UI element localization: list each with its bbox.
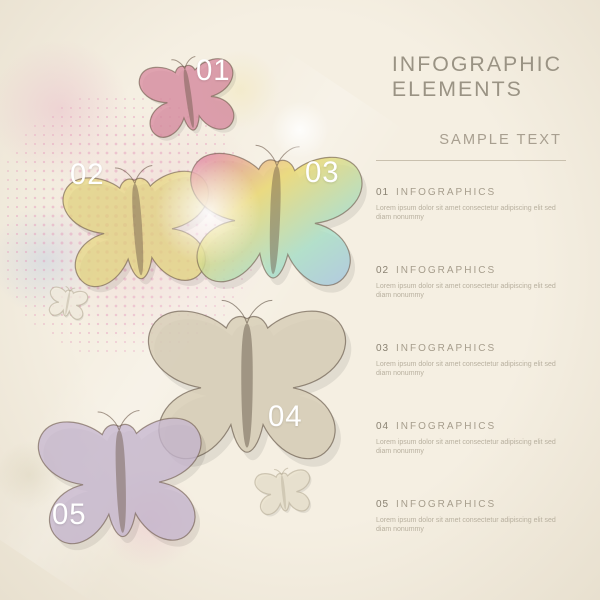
legend-number: 04 — [376, 421, 396, 432]
legend-item: 04INFOGRAPHICS Lorem ipsum dolor sit amet… — [376, 416, 562, 456]
marker-number: 04 — [268, 400, 303, 434]
lens-flare — [153, 157, 263, 267]
legend-body: Lorem ipsum dolor sit amet consectetur a… — [376, 204, 562, 222]
legend-item: 03INFOGRAPHICS Lorem ipsum dolor sit amet… — [376, 338, 562, 378]
legend-list: 01INFOGRAPHICSLorem ipsum dolor sit amet… — [376, 182, 562, 572]
title-line-1: INFOGRAPHIC — [392, 52, 562, 77]
legend-label: INFOGRAPHICS — [396, 265, 496, 276]
page-title: INFOGRAPHIC ELEMENTS — [392, 52, 562, 102]
butterfly-bf3 — [187, 143, 368, 294]
legend-body: Lorem ipsum dolor sit amet consectetur a… — [376, 438, 562, 456]
lens-flare — [270, 100, 330, 160]
legend-body: Lorem ipsum dolor sit amet consectetur a… — [376, 282, 562, 300]
legend-number: 03 — [376, 343, 396, 354]
marker-number: 05 — [52, 498, 87, 532]
legend-item: 05INFOGRAPHICS Lorem ipsum dolor sit amet… — [376, 494, 562, 534]
title-line-2: ELEMENTS — [392, 77, 562, 102]
divider — [376, 160, 566, 161]
legend-item: 01INFOGRAPHICS Lorem ipsum dolor sit amet… — [376, 182, 562, 222]
legend-label: INFOGRAPHICS — [396, 187, 496, 198]
butterfly-bf4 — [148, 300, 351, 466]
legend-label: INFOGRAPHICS — [396, 343, 496, 354]
marker-number: 01 — [196, 54, 231, 88]
legend-body: Lorem ipsum dolor sit amet consectetur a… — [376, 360, 562, 378]
legend-item: 02INFOGRAPHICS Lorem ipsum dolor sit amet… — [376, 260, 562, 300]
subtitle: SAMPLE TEXT — [439, 132, 562, 148]
legend-number: 01 — [376, 187, 396, 198]
marker-number: 03 — [305, 156, 340, 190]
legend-label: INFOGRAPHICS — [396, 421, 496, 432]
infographic-canvas: INFOGRAPHIC ELEMENTS SAMPLE TEXT 01INFOG… — [0, 0, 600, 600]
legend-number: 02 — [376, 265, 396, 276]
legend-label: INFOGRAPHICS — [396, 499, 496, 510]
legend-number: 05 — [376, 499, 396, 510]
marker-number: 02 — [70, 158, 105, 192]
legend-body: Lorem ipsum dolor sit amet consectetur a… — [376, 516, 562, 534]
